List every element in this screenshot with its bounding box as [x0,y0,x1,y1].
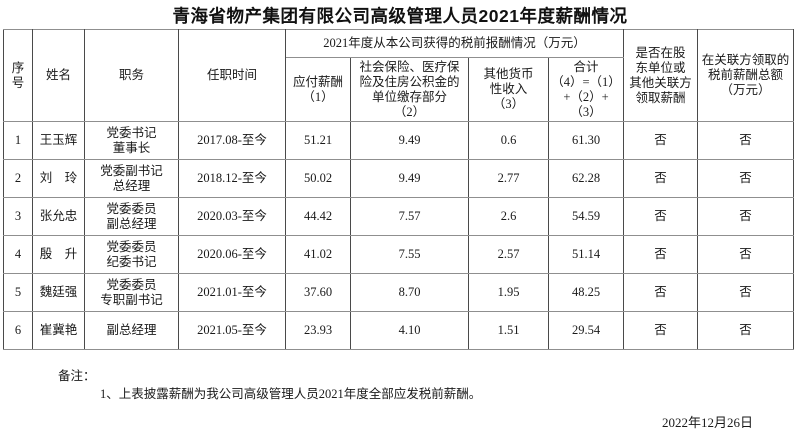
cell-name: 刘 玲 [32,159,85,198]
cell-name: 王玉辉 [32,121,85,160]
cell-salary: 50.02 [285,159,351,198]
cell-no: 5 [3,273,33,312]
cell-related-party-question: 否 [623,159,699,198]
cell-total: 61.30 [547,121,625,160]
cell-related-party-amount: 否 [697,159,795,198]
cell-related-party-amount: 否 [697,121,795,160]
cell-total: 62.28 [547,159,625,198]
cell-tenure: 2018.12-至今 [178,159,286,198]
cell-salary: 37.60 [285,273,351,312]
col-header-total: 合计 （4）=（1） +（2）+ （3） [547,57,625,122]
cell-other-income: 2.77 [468,159,549,198]
cell-related-party-question: 否 [623,121,699,160]
cell-no: 3 [3,197,33,236]
col-header-related-party-amount: 在关联方领取的 税前薪酬总额 （万元） [697,29,795,122]
cell-total: 48.25 [547,273,625,312]
col-header-no: 序号 [3,29,33,122]
header-row-sub: 应付薪酬 （1） 社会保险、医疗保 险及住房公积金的 单位缴存部分 （2） 其他… [4,57,794,122]
col-header-salary: 应付薪酬 （1） [285,57,351,122]
notes-block: 备注： 1、上表披露薪酬为我公司高级管理人员2021年度全部应发税前薪酬。 [58,368,481,402]
cell-name: 殷 升 [32,235,85,274]
cell-no: 6 [3,311,33,350]
cell-total: 29.54 [547,311,625,350]
table-row: 2 刘 玲 党委副书记 总经理 2018.12-至今 50.02 9.49 2.… [3,159,795,198]
page-title: 青海省物产集团有限公司高级管理人员2021年度薪酬情况 [172,6,628,26]
table-row: 6 崔冀艳 副总经理 2021.05-至今 23.93 4.10 1.51 29… [3,311,795,350]
cell-no: 1 [3,121,33,160]
cell-related-party-amount: 否 [697,273,795,312]
cell-insurance: 9.49 [350,159,469,198]
cell-other-income: 2.6 [468,197,549,236]
cell-tenure: 2020.03-至今 [178,197,286,236]
cell-other-income: 0.6 [468,121,549,160]
document-date: 2022年12月26日 [661,415,753,430]
col-header-related-party-question: 是否在股 东单位或 其他关联方 领取薪酬 [623,29,699,122]
cell-position: 党委委员 专职副书记 [84,273,179,312]
cell-name: 张允忠 [32,197,85,236]
table-row: 3 张允忠 党委委员 副总经理 2020.03-至今 44.42 7.57 2.… [3,197,795,236]
table-row: 1 王玉辉 党委书记 董事长 2017.08-至今 51.21 9.49 0.6… [3,121,795,160]
table-row: 4 殷 升 党委委员 纪委书记 2020.06-至今 41.02 7.55 2.… [3,235,795,274]
cell-position: 党委委员 副总经理 [84,197,179,236]
cell-insurance: 9.49 [350,121,469,160]
cell-insurance: 4.10 [350,311,469,350]
cell-total: 51.14 [547,235,625,274]
cell-total: 54.59 [547,197,625,236]
cell-no: 4 [3,235,33,274]
cell-other-income: 2.57 [468,235,549,274]
cell-salary: 41.02 [285,235,351,274]
cell-tenure: 2020.06-至今 [178,235,286,274]
cell-salary: 51.21 [285,121,351,160]
cell-related-party-amount: 否 [697,235,795,274]
col-header-group-pretax: 2021年度从本公司获得的税前报酬情况（万元） [284,29,625,58]
notes-label: 备注： [58,369,96,383]
cell-position: 党委委员 纪委书记 [84,235,179,274]
cell-related-party-amount: 否 [697,311,795,350]
table-row: 5 魏廷强 党委委员 专职副书记 2021.01-至今 37.60 8.70 1… [3,273,795,312]
cell-salary: 23.93 [285,311,351,350]
cell-tenure: 2021.05-至今 [178,311,286,350]
note-item-1: 1、上表披露薪酬为我公司高级管理人员2021年度全部应发税前薪酬。 [100,387,482,401]
cell-insurance: 8.70 [350,273,469,312]
cell-related-party-amount: 否 [697,197,795,236]
header-row-top: 序号 姓名 职务 任职时间 2021年度从本公司获得的税前报酬情况（万元） 是否… [3,29,795,122]
cell-position: 党委副书记 总经理 [84,159,179,198]
cell-related-party-question: 否 [623,235,699,274]
cell-no: 2 [3,159,33,198]
cell-tenure: 2021.01-至今 [178,273,286,312]
col-header-insurance: 社会保险、医疗保 险及住房公积金的 单位缴存部分 （2） [350,57,469,122]
cell-related-party-question: 否 [623,197,699,236]
col-header-tenure: 任职时间 [178,29,286,122]
cell-related-party-question: 否 [623,273,699,312]
cell-name: 魏廷强 [32,273,85,312]
cell-other-income: 1.51 [468,311,549,350]
col-header-position: 职务 [84,29,179,122]
cell-other-income: 1.95 [468,273,549,312]
cell-related-party-question: 否 [623,311,699,350]
cell-position: 副总经理 [84,311,179,350]
cell-insurance: 7.57 [350,197,469,236]
cell-tenure: 2017.08-至今 [178,121,286,160]
cell-name: 崔冀艳 [32,311,85,350]
col-header-other-income: 其他货币 性收入 （3） [468,57,549,122]
col-header-name: 姓名 [32,29,85,122]
cell-position: 党委书记 董事长 [84,121,179,160]
salary-table: 序号 姓名 职务 任职时间 2021年度从本公司获得的税前报酬情况（万元） 是否… [3,29,795,350]
cell-insurance: 7.55 [350,235,469,274]
cell-salary: 44.42 [285,197,351,236]
